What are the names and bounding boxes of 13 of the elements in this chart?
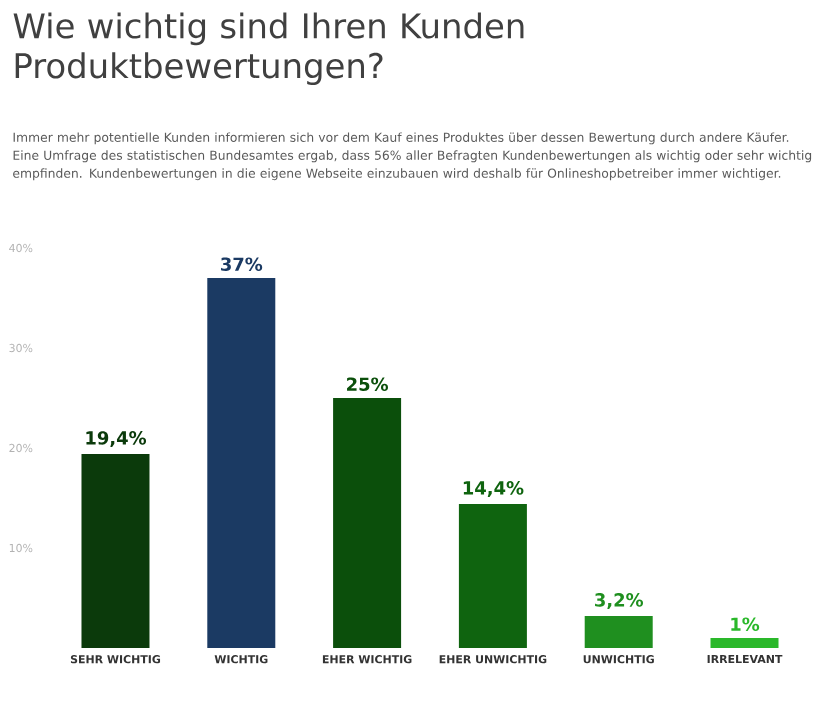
bar bbox=[333, 398, 402, 648]
data-label: 3,2% bbox=[595, 593, 644, 609]
data-label: 25% bbox=[347, 377, 388, 391]
bar bbox=[584, 616, 653, 648]
bar bbox=[207, 278, 276, 648]
data-label: 1% bbox=[731, 617, 760, 631]
data-label: 37% bbox=[221, 257, 263, 271]
bar bbox=[710, 638, 779, 648]
data-label: 19,4% bbox=[86, 431, 147, 447]
chart-title: Wie wichtig sind Ihren Kunden Produktbewertungen? bbox=[13, 12, 524, 86]
bar bbox=[81, 454, 150, 648]
data-label: 14,4% bbox=[463, 481, 524, 497]
bar bbox=[458, 504, 527, 648]
